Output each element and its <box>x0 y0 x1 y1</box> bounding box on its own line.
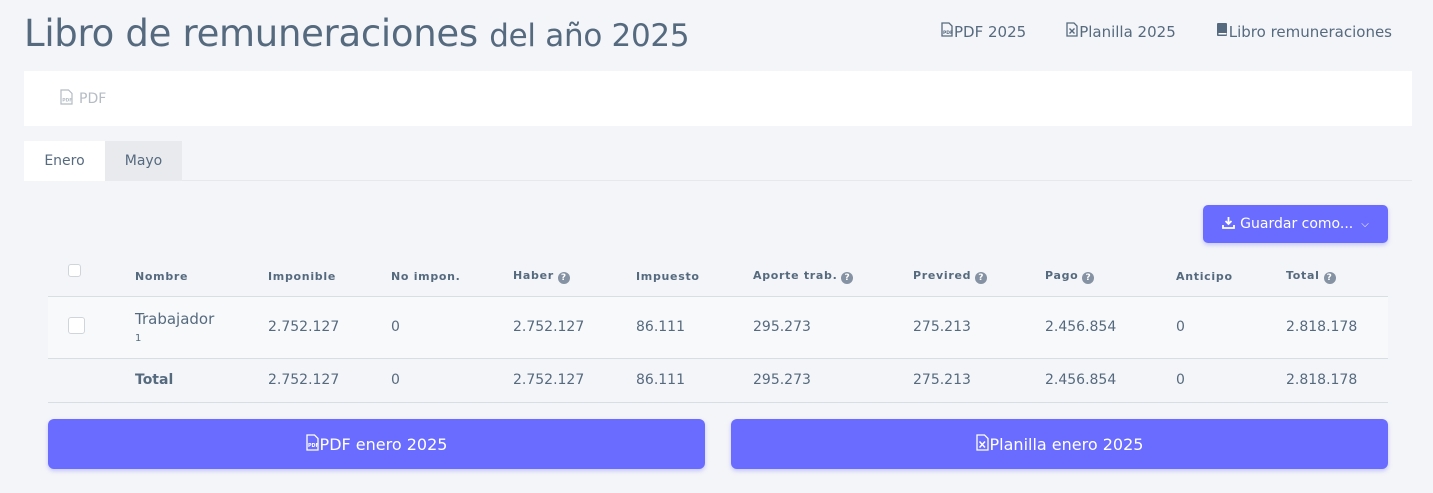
svg-text:PDF: PDF <box>62 98 72 104</box>
cell-total: 2.818.178 <box>1286 296 1388 359</box>
select-all-checkbox[interactable] <box>68 264 81 277</box>
file-pdf-icon: PDF <box>60 89 73 109</box>
month-tabs: Enero Mayo <box>24 141 1412 181</box>
column-header-no-impon[interactable]: No impon. <box>391 258 513 297</box>
page-title-main: Libro de remuneraciones <box>24 12 478 55</box>
pdf-month-button[interactable]: PDF PDF enero 2025 <box>48 419 705 469</box>
libro-remuneraciones-link[interactable]: Libro remuneraciones <box>1216 22 1392 41</box>
download-icon <box>1222 216 1236 233</box>
column-header-aporte-trab[interactable]: Aporte trab.? <box>753 258 913 297</box>
svg-text:PDF: PDF <box>308 443 319 449</box>
column-header-nombre[interactable]: Nombre <box>135 258 268 297</box>
file-excel-icon <box>975 433 989 455</box>
total-anticipo: 0 <box>1176 358 1286 403</box>
header-links: PDF PDF 2025 Planilla 2025 Libro remuner… <box>941 22 1392 41</box>
total-no-impon: 0 <box>391 358 513 403</box>
employee-id: 1 <box>135 333 142 344</box>
pdf-2025-link[interactable]: PDF PDF 2025 <box>941 22 1026 41</box>
column-header-impuesto[interactable]: Impuesto <box>636 258 753 297</box>
info-icon[interactable]: ? <box>1323 272 1336 285</box>
file-pdf-icon: PDF <box>941 22 953 41</box>
cell-anticipo: 0 <box>1176 296 1286 359</box>
totals-row: Total 2.752.127 0 2.752.127 86.111 295.2… <box>48 358 1388 403</box>
file-pdf-icon: PDF <box>305 433 319 455</box>
pdf-export-label: PDF <box>79 91 107 107</box>
info-icon[interactable]: ? <box>1082 272 1095 285</box>
page-title: Libro de remuneraciones del año 2025 <box>24 12 690 55</box>
pdf-month-label: PDF enero 2025 <box>319 434 448 454</box>
cell-impuesto: 86.111 <box>636 296 753 359</box>
total-haber: 2.752.127 <box>513 358 636 403</box>
table-row[interactable]: Trabajador 1 2.752.127 0 2.752.127 86.11… <box>48 296 1388 359</box>
total-header-label: Total <box>1286 269 1320 283</box>
pago-header-label: Pago <box>1045 269 1079 283</box>
payroll-table: Nombre Imponible No impon. Haber? Impues… <box>48 258 1388 403</box>
export-toolbar: PDF PDF <box>24 71 1412 126</box>
file-excel-icon <box>1066 22 1078 41</box>
planilla-month-label: Planilla enero 2025 <box>989 434 1144 454</box>
planilla-2025-link[interactable]: Planilla 2025 <box>1066 22 1176 41</box>
planilla-2025-label: Planilla 2025 <box>1079 22 1176 41</box>
employee-name[interactable]: Trabajador <box>135 310 215 328</box>
previred-header-label: Previred <box>913 269 972 283</box>
aporte-header-label: Aporte trab. <box>753 269 838 283</box>
tab-mayo[interactable]: Mayo <box>105 141 182 181</box>
column-header-imponible[interactable]: Imponible <box>268 258 391 297</box>
save-as-dropdown-button[interactable]: Guardar como... ⌵ <box>1203 205 1388 243</box>
cell-imponible: 2.752.127 <box>268 296 391 359</box>
cell-no-impon: 0 <box>391 296 513 359</box>
total-total: 2.818.178 <box>1286 358 1388 403</box>
total-imponible: 2.752.127 <box>268 358 391 403</box>
save-as-label: Guardar como... <box>1240 216 1354 232</box>
svg-text:PDF: PDF <box>943 30 953 36</box>
column-header-total[interactable]: Total? <box>1286 258 1388 297</box>
info-icon[interactable]: ? <box>841 272 854 285</box>
column-header-previred[interactable]: Previred? <box>913 258 1045 297</box>
pdf-2025-label: PDF 2025 <box>954 22 1027 41</box>
totals-label: Total <box>135 358 268 403</box>
book-icon <box>1216 22 1228 41</box>
info-icon[interactable]: ? <box>975 272 988 285</box>
row-select-checkbox[interactable] <box>68 316 85 334</box>
info-icon[interactable]: ? <box>557 272 570 285</box>
planilla-month-button[interactable]: Planilla enero 2025 <box>731 419 1388 469</box>
total-impuesto: 86.111 <box>636 358 753 403</box>
column-header-pago[interactable]: Pago? <box>1045 258 1176 297</box>
cell-pago: 2.456.854 <box>1045 296 1176 359</box>
cell-previred: 275.213 <box>913 296 1045 359</box>
total-aporte: 295.273 <box>753 358 913 403</box>
column-header-anticipo[interactable]: Anticipo <box>1176 258 1286 297</box>
total-pago: 2.456.854 <box>1045 358 1176 403</box>
tab-enero[interactable]: Enero <box>24 141 105 181</box>
total-previred: 275.213 <box>913 358 1045 403</box>
table-header-row: Nombre Imponible No impon. Haber? Impues… <box>48 258 1388 297</box>
pdf-export-button[interactable]: PDF PDF <box>60 89 106 109</box>
column-header-haber[interactable]: Haber? <box>513 258 636 297</box>
haber-header-label: Haber <box>513 269 554 283</box>
cell-aporte: 295.273 <box>753 296 913 359</box>
chevron-down-icon: ⌵ <box>1361 218 1369 230</box>
libro-remuneraciones-label: Libro remuneraciones <box>1228 22 1392 41</box>
cell-haber: 2.752.127 <box>513 296 636 359</box>
page-title-year: del año 2025 <box>489 18 690 54</box>
